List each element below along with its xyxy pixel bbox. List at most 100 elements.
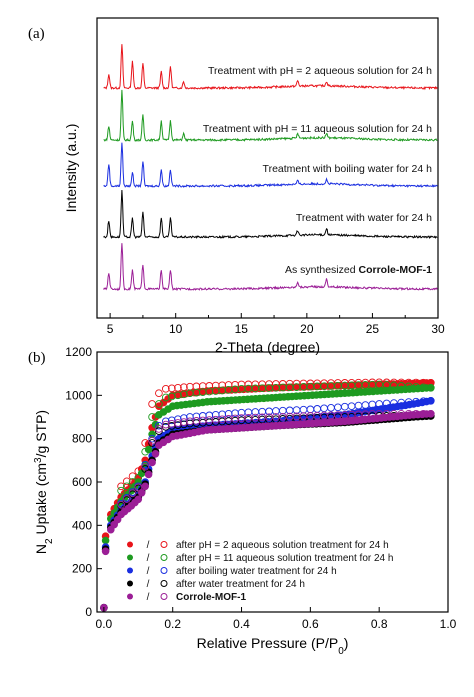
panel-b-axis-ticks: 0.0 0.2 0.4 0.6 0.8 1.0 0 200 400 600 800 1000 1200 <box>65 345 456 631</box>
desorption-point <box>167 422 176 430</box>
desorption-point <box>354 401 363 410</box>
legend-open-marker <box>160 554 168 561</box>
legend-label: after pH = 11 aqueous solution treatment… <box>176 553 393 564</box>
adsorption-point <box>137 488 146 497</box>
desorption-point <box>186 389 194 398</box>
x-tick-label: 5 <box>107 322 114 336</box>
desorption-point <box>313 405 322 413</box>
x-tick-label: 0.0 <box>96 617 113 631</box>
x-tick-label: 1.0 <box>440 617 457 631</box>
desorption-point <box>155 427 163 435</box>
xrd-trace <box>103 189 438 240</box>
desorption-point <box>128 489 137 498</box>
legend-label: Corrole-MOF-1 <box>176 592 246 603</box>
desorption-point <box>161 420 170 429</box>
desorption-point <box>426 396 435 405</box>
panel-b-isotherm-chart: (b) 0.0 0.2 0.4 0.6 0.8 1.0 0 200 400 600 800 1000 1… <box>28 345 457 657</box>
desorption-point <box>412 397 420 406</box>
panel-a-plot-frame <box>96 17 439 319</box>
desorption-point <box>426 409 435 418</box>
panel-a-xrd-chart: (a) Treatment with pH = 2 aqueous soluti… <box>28 17 445 355</box>
desorption-point <box>320 404 328 413</box>
desorption-point <box>134 483 143 492</box>
desorption-point <box>122 482 131 491</box>
desorption-point <box>390 378 398 387</box>
desorption-point <box>186 419 194 428</box>
adsorption-point <box>101 547 110 556</box>
x-tick-label: 30 <box>431 322 445 336</box>
legend-filled-marker <box>127 567 133 574</box>
x-tick-label: 10 <box>169 322 183 336</box>
adsorption-point <box>148 458 156 467</box>
x-tick-label: 0.6 <box>302 617 319 631</box>
desorption-point <box>419 383 428 392</box>
desorption-point <box>134 473 143 482</box>
adsorption-point <box>113 515 122 524</box>
desorption-point <box>180 420 188 429</box>
desorption-point <box>161 393 170 402</box>
panel-a-y-axis-title: Intensity (a.u.) <box>63 124 79 213</box>
desorption-point <box>128 472 137 481</box>
adsorption-point <box>151 449 160 458</box>
panel-a-label: (a) <box>28 26 45 42</box>
isotherm-points <box>100 378 435 612</box>
adsorption-point <box>141 482 150 491</box>
desorption-point <box>397 409 406 418</box>
desorption-point <box>404 398 413 406</box>
desorption-point <box>122 495 131 503</box>
xrd-trace-label: Treatment with pH = 11 aqueous solution … <box>203 123 432 135</box>
desorption-point <box>299 405 308 414</box>
legend-label: after boiling water treatment for 24 h <box>176 566 337 577</box>
desorption-point <box>382 399 391 408</box>
desorption-point <box>292 406 301 414</box>
desorption-point <box>306 405 315 414</box>
adsorption-point <box>144 470 153 479</box>
x-tick-label: 25 <box>366 322 380 336</box>
desorption-point <box>382 381 391 389</box>
desorption-point <box>174 421 182 429</box>
desorption-point <box>174 419 182 427</box>
desorption-point <box>397 382 406 390</box>
panel-b-x-axis-title: Relative Pressure (P/P0) <box>197 635 349 657</box>
desorption-point <box>148 436 156 445</box>
panel-b-label: (b) <box>28 350 46 366</box>
desorption-point <box>117 500 125 509</box>
legend-label: after pH = 2 aqueous solution treatment … <box>176 540 389 551</box>
adsorption-point <box>134 495 143 504</box>
desorption-point <box>180 390 188 399</box>
desorption-point <box>361 401 370 409</box>
desorption-point <box>148 434 156 443</box>
panel-a-x-axis-title: 2-Theta (degree) <box>215 339 320 355</box>
x-tick-label: 15 <box>235 322 249 336</box>
adsorption-point <box>107 525 115 534</box>
y-tick-label: 0 <box>85 605 92 619</box>
legend-open-marker <box>160 593 168 600</box>
xrd-trace-label: Treatment with water for 24 h <box>296 212 432 224</box>
desorption-point <box>155 400 163 408</box>
desorption-point <box>419 409 428 418</box>
panel-a-x-ticks: 5 10 15 20 25 30 <box>107 313 445 336</box>
desorption-point <box>141 447 150 456</box>
desorption-point <box>340 402 349 411</box>
desorption-point <box>148 400 156 408</box>
desorption-point <box>390 399 398 407</box>
desorption-point <box>141 460 150 469</box>
desorption-point <box>327 403 335 412</box>
y-tick-label: 1000 <box>65 388 92 402</box>
adsorption-point <box>137 469 146 478</box>
xrd-trace-label: Treatment with boiling water for 24 h <box>263 163 433 175</box>
desorption-point <box>347 402 356 411</box>
desorption-point <box>180 418 188 426</box>
legend-separator: / <box>147 592 150 603</box>
desorption-point <box>412 409 420 418</box>
desorption-point <box>148 439 156 447</box>
x-tick-label: 0.8 <box>371 617 388 631</box>
desorption-point <box>390 409 398 418</box>
desorption-point <box>174 391 182 400</box>
desorption-point <box>404 382 413 391</box>
xrd-trace-labels: Treatment with pH = 2 aqueous solution f… <box>203 65 432 276</box>
legend-filled-marker <box>127 580 133 587</box>
desorption-point <box>382 409 391 418</box>
desorption-point <box>167 384 176 393</box>
